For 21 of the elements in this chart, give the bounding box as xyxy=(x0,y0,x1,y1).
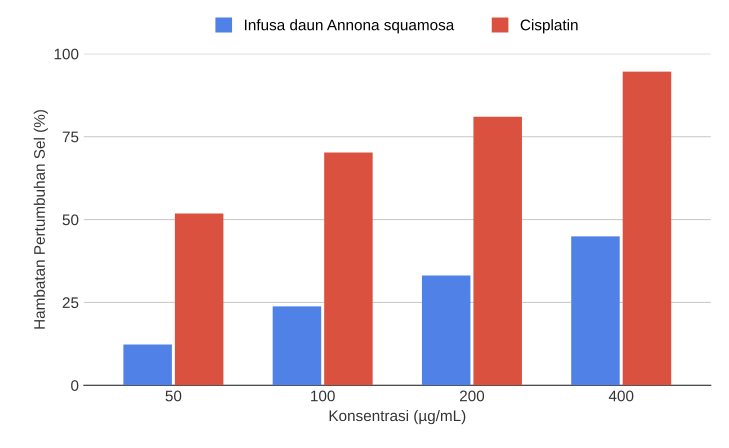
bar xyxy=(272,306,322,386)
x-tick-label: 400 xyxy=(608,390,634,402)
x-tick-label: 50 xyxy=(166,390,182,402)
bar xyxy=(324,152,373,386)
x-tick-label: 100 xyxy=(311,390,335,402)
x-tick-label: 200 xyxy=(460,390,484,402)
y-tick-label: 75 xyxy=(62,132,78,142)
legend-label: Infusa daun Annona squamosa xyxy=(245,19,454,34)
y-tick-label: 50 xyxy=(62,214,78,226)
y-tick-label: 100 xyxy=(54,48,78,60)
bar xyxy=(473,116,522,386)
bar xyxy=(571,236,620,386)
bar xyxy=(174,214,224,386)
legend-label: Cisplatin xyxy=(520,19,578,34)
y-axis-title: Hambatan Pertumbuhan Sel (%) xyxy=(34,110,48,329)
bar xyxy=(622,72,672,386)
bar xyxy=(123,344,172,386)
y-tick-label: 0 xyxy=(71,380,78,391)
y-tick-label: 25 xyxy=(62,297,78,308)
x-axis-title: Konsentrasi (µg/mL) xyxy=(330,410,466,424)
bar xyxy=(422,276,470,386)
